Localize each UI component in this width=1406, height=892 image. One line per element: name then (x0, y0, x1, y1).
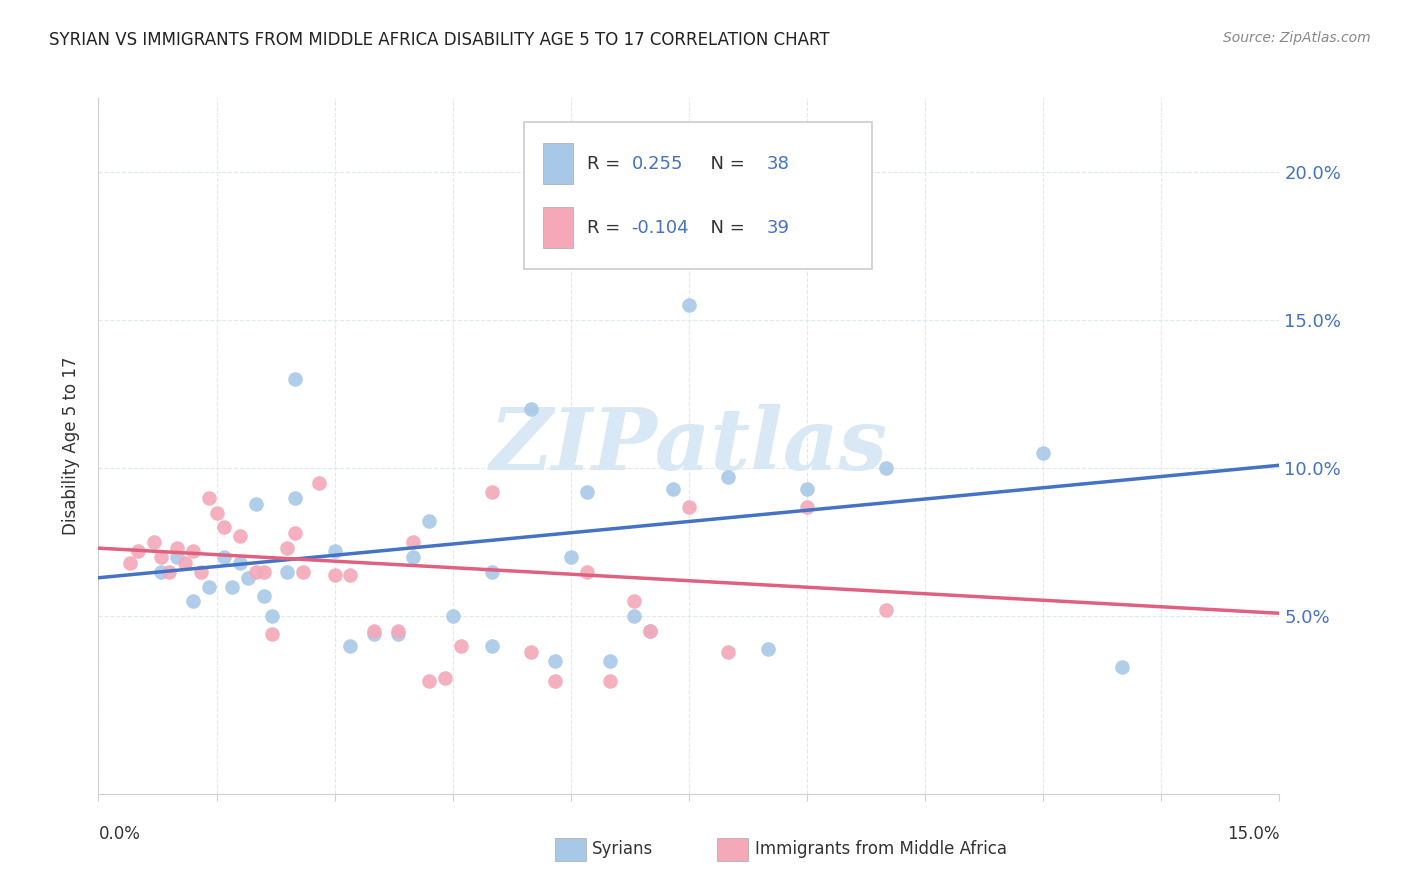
Point (284, 372, 307, 386)
Point (363, 627, 385, 641)
Point (150, 549, 173, 564)
Point (481, 565, 503, 579)
Point (387, 627, 409, 641)
Text: 39: 39 (766, 219, 789, 236)
Text: R =: R = (586, 154, 626, 172)
Point (481, 639, 503, 653)
FancyBboxPatch shape (543, 207, 574, 248)
FancyBboxPatch shape (523, 122, 872, 268)
Point (284, 491, 307, 505)
Point (402, 549, 425, 564)
Point (245, 497, 267, 511)
Point (1111, 659, 1133, 673)
Point (127, 544, 149, 558)
Point (260, 609, 283, 624)
Y-axis label: Disability Age 5 to 17: Disability Age 5 to 17 (62, 357, 80, 535)
Point (678, 500, 700, 514)
Point (441, 609, 464, 624)
Point (717, 470, 740, 484)
Text: N =: N = (699, 219, 751, 236)
Point (433, 672, 456, 686)
Point (245, 565, 267, 579)
Point (481, 484, 503, 499)
Point (638, 624, 661, 638)
Point (118, 556, 141, 570)
Point (276, 541, 298, 556)
Point (214, 549, 236, 564)
Text: Source: ZipAtlas.com: Source: ZipAtlas.com (1223, 31, 1371, 45)
Point (323, 567, 346, 582)
Point (520, 402, 543, 417)
Point (638, 624, 661, 638)
Point (418, 515, 440, 529)
Point (229, 556, 252, 570)
Point (875, 461, 897, 475)
Text: Immigrants from Middle Africa: Immigrants from Middle Africa (755, 840, 1007, 858)
Point (197, 580, 219, 594)
Point (678, 298, 700, 312)
Text: -0.104: -0.104 (631, 219, 689, 236)
Point (418, 674, 440, 689)
Point (796, 482, 818, 496)
Text: 0.0%: 0.0% (98, 825, 141, 843)
Point (575, 484, 598, 499)
Point (544, 654, 567, 668)
Point (323, 544, 346, 558)
Point (150, 565, 173, 579)
Point (260, 627, 283, 641)
Point (166, 541, 188, 556)
Point (142, 535, 165, 549)
Point (544, 674, 567, 689)
Text: 38: 38 (766, 154, 789, 172)
Point (229, 529, 252, 543)
Point (308, 475, 330, 490)
Point (717, 645, 740, 659)
Point (1032, 446, 1054, 460)
Point (174, 556, 197, 570)
Point (181, 544, 204, 558)
Point (181, 594, 204, 608)
Text: ZIPatlas: ZIPatlas (489, 404, 889, 488)
Point (623, 609, 645, 624)
Point (363, 624, 385, 638)
Point (236, 571, 259, 585)
Text: Syrians: Syrians (592, 840, 654, 858)
Text: N =: N = (699, 154, 751, 172)
Point (339, 639, 361, 653)
Text: 15.0%: 15.0% (1227, 825, 1279, 843)
Point (599, 674, 621, 689)
Point (599, 654, 621, 668)
Point (339, 567, 361, 582)
Point (284, 526, 307, 541)
Point (756, 641, 779, 656)
Point (875, 603, 897, 617)
Point (520, 645, 543, 659)
Point (662, 482, 685, 496)
Point (292, 565, 315, 579)
Point (402, 535, 425, 549)
Point (253, 589, 276, 603)
Point (253, 565, 276, 579)
Point (214, 520, 236, 534)
Point (157, 565, 180, 579)
Point (276, 565, 298, 579)
Point (205, 506, 228, 520)
Point (623, 594, 645, 608)
Point (190, 565, 212, 579)
Point (166, 549, 188, 564)
Text: 0.255: 0.255 (631, 154, 683, 172)
FancyBboxPatch shape (543, 143, 574, 185)
Point (796, 500, 818, 514)
Text: R =: R = (586, 219, 626, 236)
Point (450, 639, 472, 653)
Point (197, 491, 219, 505)
Point (560, 549, 582, 564)
Point (221, 580, 243, 594)
Point (387, 624, 409, 638)
Point (575, 565, 598, 579)
Text: SYRIAN VS IMMIGRANTS FROM MIDDLE AFRICA DISABILITY AGE 5 TO 17 CORRELATION CHART: SYRIAN VS IMMIGRANTS FROM MIDDLE AFRICA … (49, 31, 830, 49)
